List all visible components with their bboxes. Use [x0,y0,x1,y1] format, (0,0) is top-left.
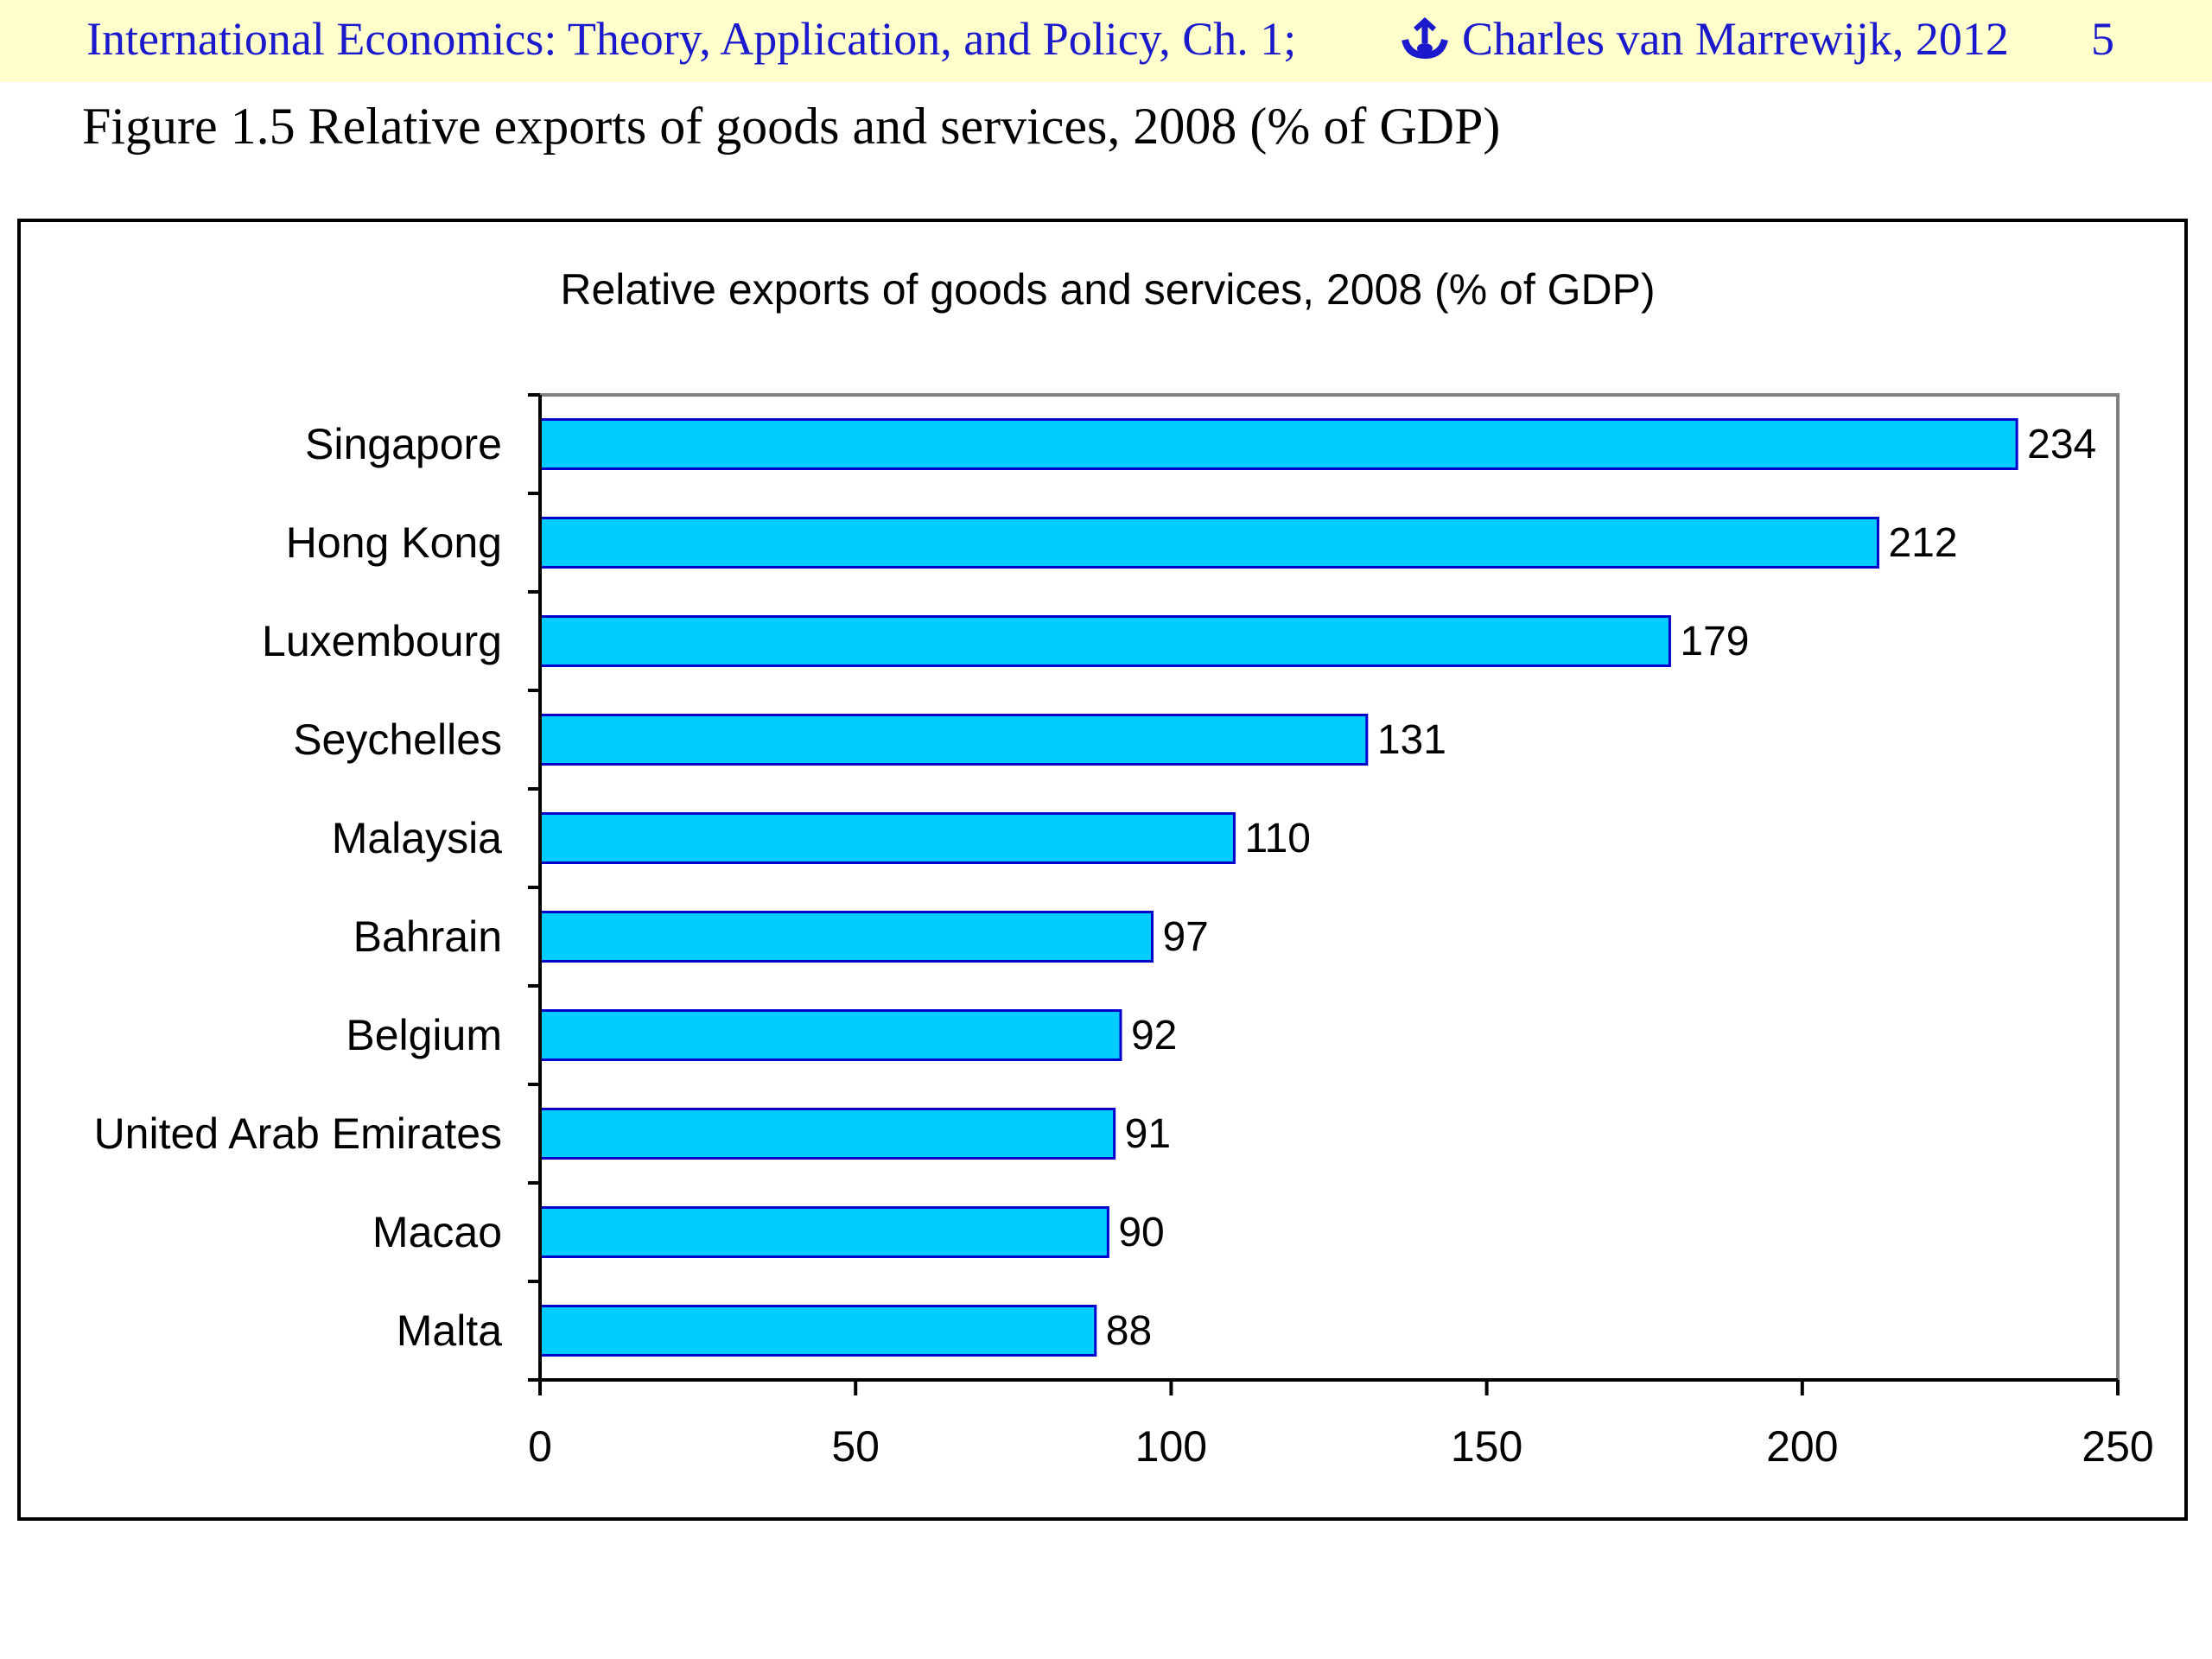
bar-seychelles [538,714,1369,766]
bar-belgium [538,1009,1122,1061]
chart-frame: Relative exports of goods and services, … [17,219,2188,1521]
chart-title: Relative exports of goods and services, … [560,265,1655,314]
data-label: 179 [1680,619,1749,664]
figure-caption: Figure 1.5 Relative exports of goods and… [82,98,1501,155]
bar-malaysia [538,812,1236,864]
bar-chart: Relative exports of goods and services, … [94,265,2154,1471]
x-tick-label: 50 [831,1422,880,1471]
data-label: 92 [1131,1013,1177,1058]
bar-malta [538,1305,1097,1357]
author-credit: Charles van Marrewijk, 2012 [1400,12,2009,66]
axis-layer: Singapore Hong Kong Luxembourg Seychelles Ma… [94,393,2154,1471]
data-label: 212 [1888,520,1957,566]
category-label: United Arab Emirates [94,1109,502,1158]
book-title: International Economics: Theory, Applica… [86,13,1297,65]
data-label: 110 [1244,816,1311,861]
data-label: 131 [1377,717,1446,763]
page-number: 5 [2091,13,2114,65]
data-label: 90 [1118,1210,1164,1255]
copyright-logo-icon [1402,17,1448,60]
category-label: Luxembourg [262,617,502,665]
data-label: 234 [2027,422,2096,467]
data-label: 88 [1106,1308,1152,1354]
bar-macao [538,1206,1109,1258]
category-label: Seychelles [293,715,502,764]
bars-layer: 234 212 179 131 110 97 92 91 90 88 [538,418,2096,1357]
category-label: Belgium [346,1011,502,1059]
x-tick-label: 100 [1135,1422,1207,1471]
category-label: Singapore [305,420,502,468]
x-tick-label: 200 [1766,1422,1838,1471]
bar-singapore [538,418,2018,470]
bar-bahrain [538,911,1154,963]
author-text: Charles van Marrewijk, 2012 [1462,13,2009,65]
x-tick-label: 150 [1451,1422,1522,1471]
category-label: Macao [372,1208,502,1256]
category-label: Bahrain [353,912,502,961]
data-label: 91 [1125,1111,1171,1157]
category-label: Malaysia [332,814,502,862]
category-label: Hong Kong [286,518,502,567]
bar-luxembourg [538,615,1671,667]
data-label: 97 [1162,914,1208,960]
bar-united-arab-emirates [538,1108,1116,1160]
bar-hong-kong [538,517,1879,569]
category-label: Malta [397,1306,502,1355]
slide-header: International Economics: Theory, Applica… [0,0,2212,82]
x-tick-label: 250 [2082,1422,2153,1471]
x-tick-label: 0 [528,1422,552,1471]
